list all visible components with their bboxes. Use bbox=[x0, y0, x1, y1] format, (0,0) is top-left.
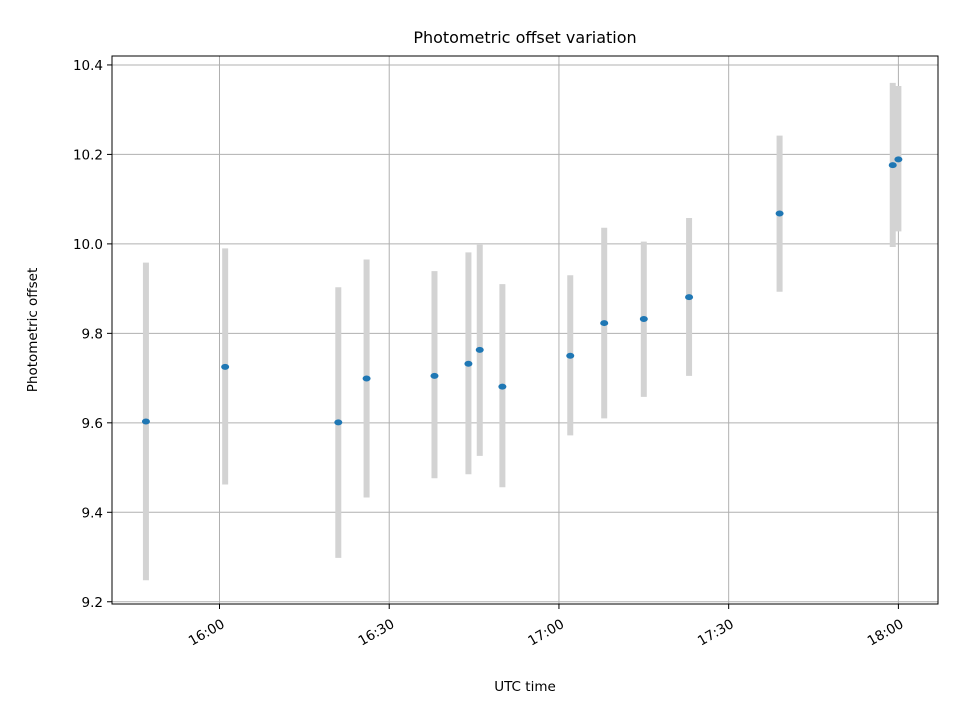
y-axis-ticks: 9.2 9.4 9.6 9.8 10.0 10.2 10.4 bbox=[73, 58, 112, 611]
y-tick-label: 9.2 bbox=[82, 595, 103, 611]
x-tick-label: 17:30 bbox=[695, 616, 737, 649]
y-tick-label: 9.4 bbox=[82, 505, 103, 521]
x-tick-label: 16:00 bbox=[186, 616, 228, 649]
x-tick-label: 16:30 bbox=[356, 616, 398, 649]
x-tick-label: 18:00 bbox=[865, 616, 907, 649]
data-point bbox=[685, 294, 694, 301]
error-bars bbox=[142, 82, 902, 581]
data-point bbox=[221, 363, 230, 370]
data-point bbox=[894, 156, 903, 163]
y-tick-label: 10.2 bbox=[73, 147, 103, 163]
data-point bbox=[464, 360, 473, 367]
data-point bbox=[775, 210, 784, 217]
data-point bbox=[600, 320, 609, 327]
y-tick-label: 9.8 bbox=[82, 326, 103, 342]
data-point bbox=[475, 346, 484, 353]
grid bbox=[112, 56, 938, 604]
y-tick-label: 9.6 bbox=[82, 416, 103, 432]
data-point bbox=[888, 162, 897, 169]
data-points bbox=[141, 156, 903, 426]
chart-title: Photometric offset variation bbox=[413, 28, 636, 47]
data-point bbox=[566, 352, 575, 359]
x-axis-label: UTC time bbox=[494, 679, 556, 695]
data-point bbox=[362, 375, 371, 382]
y-tick-label: 10.0 bbox=[73, 237, 103, 253]
data-point bbox=[334, 419, 343, 426]
x-axis-ticks: 16:00 16:30 17:00 17:30 18:00 bbox=[186, 604, 907, 649]
x-tick-label: 17:00 bbox=[525, 616, 567, 649]
plot-frame bbox=[111, 55, 939, 605]
y-axis-label: Photometric offset bbox=[25, 268, 41, 392]
data-point bbox=[430, 372, 439, 379]
y-tick-label: 10.4 bbox=[73, 58, 103, 74]
data-point bbox=[498, 383, 507, 390]
data-point bbox=[639, 316, 648, 323]
data-point bbox=[141, 418, 150, 425]
